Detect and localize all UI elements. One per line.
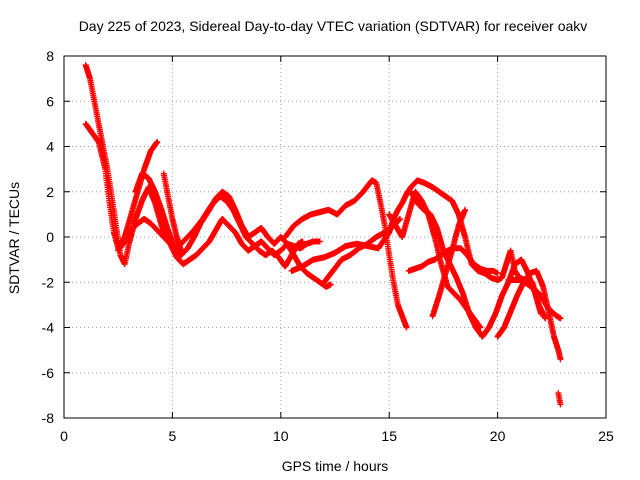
x-tick-label: 15 [381, 428, 397, 444]
series-track-14 [505, 277, 564, 322]
series-track-13 [494, 267, 564, 363]
x-tick-label: 25 [598, 428, 614, 444]
y-tick-label: 6 [46, 93, 54, 109]
series-track-15 [555, 390, 564, 408]
data-markers [288, 177, 549, 322]
y-tick-label: 8 [46, 48, 54, 64]
y-tick-label: -8 [42, 410, 55, 426]
x-tick-label: 5 [169, 428, 177, 444]
data-markers [115, 215, 323, 268]
series-track-4 [160, 170, 185, 254]
data-markers [321, 215, 403, 286]
y-tick-label: -2 [42, 274, 55, 290]
series-track-7 [288, 177, 549, 322]
x-tick-label: 10 [273, 428, 289, 444]
data-markers [160, 170, 185, 254]
data-markers [429, 206, 469, 320]
data-markers [405, 245, 501, 277]
data-markers [505, 277, 564, 322]
series-track-8 [321, 215, 403, 286]
series-track-11 [405, 245, 501, 277]
plot-frame [63, 55, 607, 419]
y-tick-label: 2 [46, 184, 54, 200]
data-markers [282, 177, 410, 331]
data-points [82, 62, 564, 408]
y-axis-label: SDTVAR / TECUs [6, 182, 22, 294]
y-tick-label: 4 [46, 139, 54, 155]
x-tick-label: 20 [490, 428, 506, 444]
data-markers [494, 267, 564, 363]
series-track-12 [429, 206, 469, 320]
grid-lines [64, 56, 606, 418]
series-track-6 [282, 177, 410, 331]
data-markers [555, 390, 564, 408]
x-tick-label: 0 [60, 428, 68, 444]
y-tick-label: -6 [42, 365, 55, 381]
chart-title: Day 225 of 2023, Sidereal Day-to-day VTE… [79, 18, 588, 34]
x-axis-label: GPS time / hours [282, 458, 389, 474]
y-tick-label: 0 [46, 229, 54, 245]
series-track-5 [115, 215, 323, 268]
y-tick-label: -4 [42, 320, 55, 336]
